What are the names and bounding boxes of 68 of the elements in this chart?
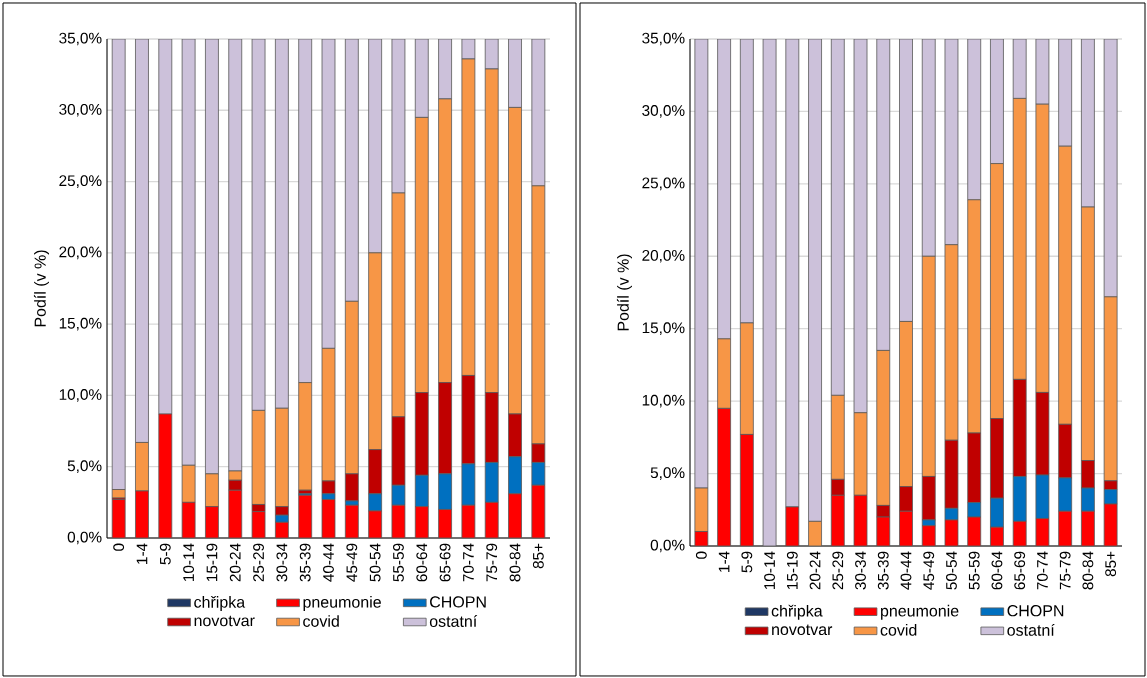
x-tick-label: 40-44 (900, 551, 912, 590)
y-tick-label: 10,0% (59, 389, 102, 402)
legend-label: CHOPN (430, 596, 486, 608)
x-tick-label: 15-19 (206, 543, 218, 581)
x-tick-label: 0 (113, 543, 125, 551)
x-tick-label: 10-14 (183, 543, 195, 581)
y-tick-label: 5,0% (650, 467, 685, 480)
x-tick-label: 65-69 (439, 543, 451, 582)
x-tick-label: 15-19 (786, 551, 798, 589)
y-tick-label: 0,0% (650, 539, 685, 553)
x-tick-label: 5-9 (159, 543, 171, 565)
x-tick-label: 85+ (532, 543, 544, 569)
y-tick-label: 15,0% (59, 317, 102, 331)
x-tick-label: 10-14 (764, 551, 776, 589)
y-tick-label: 25,0% (642, 177, 685, 191)
legend-label: ostatní (1007, 623, 1055, 636)
y-tick-label: 20,0% (642, 249, 685, 263)
x-tick-label: 70-74 (462, 543, 474, 582)
x-tick-label: 30-34 (276, 543, 288, 582)
y-tick-label: 0,0% (67, 531, 102, 545)
y-tick-label: 35,0% (59, 32, 102, 46)
x-tick-label: 85+ (1105, 551, 1117, 577)
y-tick-label: 15,0% (642, 322, 685, 336)
x-tick-label: 20-24 (229, 543, 241, 582)
x-tick-label: 30-34 (855, 551, 866, 590)
x-tick-label: 1-4 (136, 543, 148, 564)
x-tick-label: 80-84 (509, 543, 521, 582)
y-tick-label: 10,0% (642, 394, 685, 408)
y-axis-title: Podíl (v %) (616, 254, 632, 331)
x-tick-label: 75-79 (486, 543, 498, 582)
legend-label: chřipka (194, 595, 246, 611)
x-tick-label: 60-64 (991, 551, 1003, 590)
y-axis-title: Podíl (v %) (33, 250, 49, 327)
y-tick-label: 25,0% (59, 175, 102, 188)
x-tick-label: 50-54 (946, 551, 957, 590)
y-tick-label: 35,0% (642, 32, 685, 46)
y-tick-label: 30,0% (642, 105, 685, 118)
x-tick-label: 40-44 (323, 543, 334, 582)
x-tick-label: 75-79 (1059, 551, 1071, 590)
x-tick-label: 80-84 (1082, 551, 1094, 590)
x-tick-label: 35-39 (299, 543, 311, 582)
y-tick-label: 20,0% (59, 246, 102, 260)
y-tick-label: 30,0% (59, 103, 102, 117)
legend-label: pneumonie (881, 604, 959, 620)
x-tick-label: 25-29 (253, 543, 264, 582)
legend-label: pneumonie (303, 596, 381, 611)
x-tick-label: 55-59 (393, 543, 404, 582)
x-tick-label: 45-49 (923, 551, 935, 590)
x-tick-label: 5-9 (741, 551, 753, 573)
legend-label: covid (303, 615, 339, 627)
x-tick-label: 55-59 (968, 551, 980, 590)
x-tick-label: 35-39 (877, 551, 889, 590)
x-tick-label: 70-74 (1036, 551, 1048, 590)
x-tick-label: 20-24 (809, 551, 821, 590)
legend-label: novotvar (772, 624, 833, 636)
y-tick-label: 5,0% (67, 460, 102, 474)
x-tick-label: 50-54 (369, 543, 381, 582)
x-tick-label: 65-69 (1014, 551, 1026, 590)
x-tick-label: 0 (695, 551, 707, 559)
legend-label: chřipka (771, 604, 823, 620)
legend-label: ostatní (429, 615, 478, 627)
x-tick-label: 45-49 (346, 543, 358, 582)
x-tick-label: 25-29 (832, 551, 844, 590)
x-tick-label: 60-64 (416, 543, 428, 582)
x-tick-label: 1-4 (718, 551, 730, 572)
legend-label: CHOPN (1007, 605, 1064, 617)
legend-label: novotvar (194, 615, 255, 627)
legend-label: covid (880, 624, 917, 636)
